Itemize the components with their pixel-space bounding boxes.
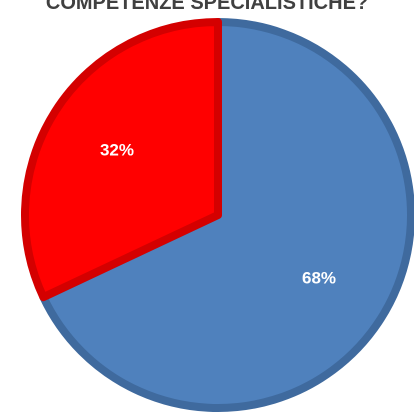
pie-slices [21,18,414,412]
pie-slice-0 [39,18,414,412]
chart-title: COMPETENZE SPECIALISTICHE? [45,0,369,14]
pie-labels: 68% 32% [100,140,336,287]
pie-slice-1 [21,18,222,302]
data-label-1: 32% [100,140,134,159]
data-label-0: 68% [302,269,336,288]
